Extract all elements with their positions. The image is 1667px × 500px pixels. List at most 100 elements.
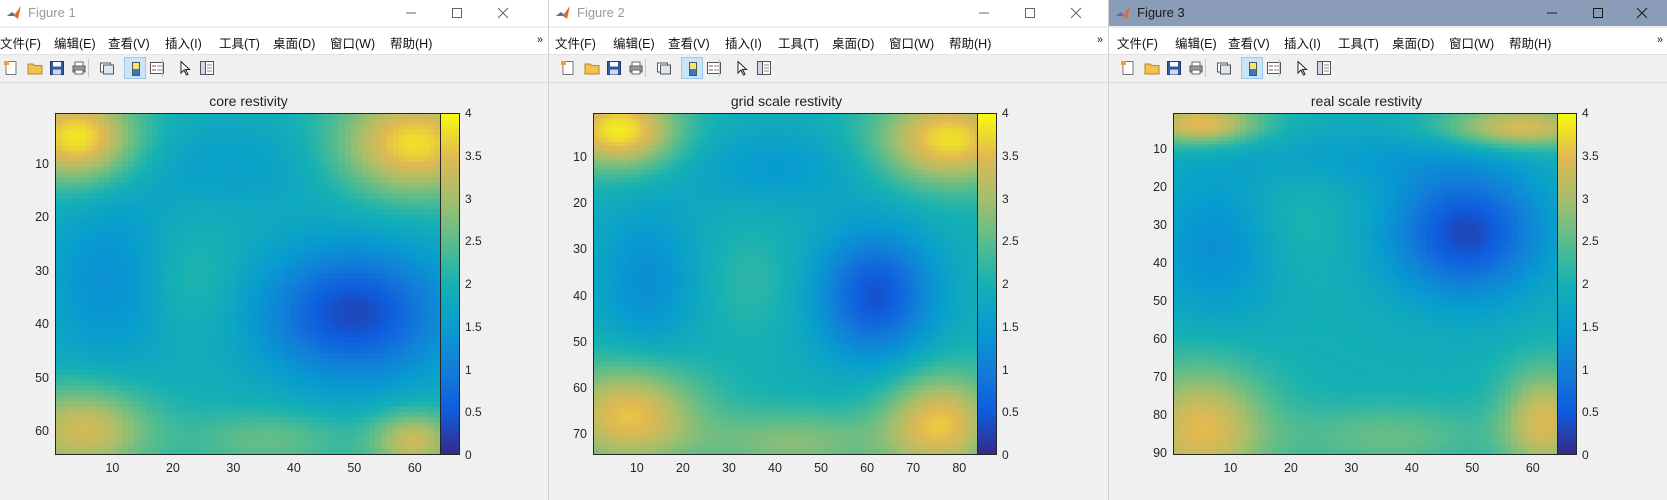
heatmap-cell bbox=[218, 129, 226, 136]
menu-insert[interactable]: 插入(I) bbox=[725, 37, 762, 51]
heatmap-cell bbox=[690, 123, 696, 129]
insert-legend-button[interactable] bbox=[146, 57, 168, 79]
heatmap-cell bbox=[836, 118, 843, 124]
heatmap-cell bbox=[639, 146, 646, 152]
heatmap-cell bbox=[386, 236, 394, 243]
heatmap-cell bbox=[128, 193, 135, 200]
close-button[interactable] bbox=[480, 0, 526, 26]
heatmap-cell bbox=[164, 299, 171, 306]
menu-edit[interactable]: 编辑(E) bbox=[613, 37, 655, 51]
print-button[interactable] bbox=[68, 57, 90, 79]
menu-help[interactable]: 帮助(H) bbox=[949, 37, 992, 51]
heatmap-cell bbox=[422, 156, 430, 163]
menu-tools[interactable]: 工具(T) bbox=[778, 37, 819, 51]
heatmap-cell bbox=[242, 369, 250, 375]
heatmap-cell bbox=[626, 146, 632, 152]
heatmap-cell bbox=[218, 342, 226, 349]
heatmap-cell bbox=[188, 315, 195, 322]
heatmap-cell bbox=[772, 150, 778, 156]
property-inspector-button[interactable] bbox=[196, 57, 218, 79]
menu-window[interactable]: 窗口(W) bbox=[330, 37, 376, 51]
figure-window-1[interactable]: Figure 1 文件(F) 编辑(E) 查看(V) 插入(I) 工具(T) 桌… bbox=[0, 0, 548, 500]
title-bar[interactable]: Figure 2 bbox=[549, 0, 1108, 26]
menu-edit[interactable]: 编辑(E) bbox=[54, 37, 96, 51]
heatmap-cell bbox=[326, 299, 334, 306]
heatmap-cell bbox=[910, 123, 916, 129]
heatmap-cell bbox=[254, 342, 262, 349]
menu-view[interactable]: 查看(V) bbox=[108, 37, 150, 51]
heatmap-cell bbox=[350, 209, 358, 216]
insert-colorbar-button[interactable] bbox=[124, 57, 146, 79]
colorbar[interactable] bbox=[440, 113, 460, 455]
menu-desktop[interactable]: 桌面(D) bbox=[832, 37, 875, 51]
heatmap-plot[interactable] bbox=[593, 113, 980, 455]
heatmap-cell bbox=[422, 353, 430, 359]
heatmap-cell bbox=[338, 321, 346, 328]
save-button[interactable] bbox=[603, 57, 625, 79]
menu-insert[interactable]: 插入(I) bbox=[165, 37, 202, 51]
save-button[interactable] bbox=[46, 57, 68, 79]
heatmap-cell bbox=[344, 204, 352, 211]
minimize-button[interactable] bbox=[388, 0, 434, 26]
heatmap-plot[interactable] bbox=[55, 113, 442, 455]
insert-legend-button[interactable] bbox=[703, 57, 725, 79]
link-plot-button[interactable] bbox=[653, 57, 675, 79]
heatmap-cell bbox=[410, 342, 418, 349]
heatmap-cell bbox=[68, 257, 75, 264]
heatmap-cell bbox=[56, 214, 63, 221]
figure-window-2[interactable]: Figure 2 文件(F) 编辑(E) 查看(V) 插入(I) 工具(T) 桌… bbox=[548, 0, 1108, 500]
link-plot-button[interactable] bbox=[96, 57, 118, 79]
heatmap-cell bbox=[290, 252, 298, 259]
print-button[interactable] bbox=[625, 57, 647, 79]
open-file-button[interactable] bbox=[581, 57, 603, 79]
menu-tools[interactable]: 工具(T) bbox=[219, 37, 260, 51]
heatmap-cell bbox=[92, 438, 99, 444]
menu-desktop[interactable]: 桌面(D) bbox=[273, 37, 316, 51]
edit-plot-button[interactable] bbox=[174, 57, 196, 79]
heatmap-cell bbox=[242, 342, 250, 349]
heatmap-cell bbox=[428, 342, 436, 349]
insert-colorbar-button[interactable] bbox=[681, 57, 703, 79]
heatmap-cell bbox=[386, 305, 394, 312]
heatmap-cell bbox=[260, 337, 268, 344]
close-button[interactable] bbox=[1053, 0, 1099, 26]
heatmap-cell bbox=[116, 214, 123, 221]
heatmap-cell bbox=[182, 268, 189, 274]
menu-file[interactable]: 文件(F) bbox=[0, 37, 41, 51]
menu-window[interactable]: 窗口(W) bbox=[889, 37, 935, 51]
heatmap-cell bbox=[158, 183, 165, 189]
menu-file[interactable]: 文件(F) bbox=[555, 37, 596, 51]
heatmap-cell bbox=[302, 252, 310, 259]
heatmap-cell bbox=[92, 241, 99, 248]
heatmap-cell bbox=[708, 118, 714, 124]
heatmap-cell bbox=[649, 146, 655, 152]
menu-view[interactable]: 查看(V) bbox=[668, 37, 710, 51]
heatmap-cell bbox=[386, 124, 394, 131]
heatmap-cell bbox=[814, 127, 820, 133]
menu-overflow-icon[interactable]: » bbox=[537, 34, 544, 46]
heatmap-cell bbox=[320, 374, 328, 381]
menu-help[interactable]: 帮助(H) bbox=[390, 37, 433, 51]
heatmap-cell bbox=[630, 114, 636, 120]
minimize-button[interactable] bbox=[961, 0, 1007, 26]
heatmap-cell bbox=[122, 432, 129, 439]
title-bar[interactable]: Figure 1 bbox=[0, 0, 548, 26]
heatmap-cell bbox=[218, 358, 226, 365]
heatmap-cell bbox=[356, 342, 364, 349]
heatmap-cell bbox=[754, 123, 760, 129]
maximize-button[interactable] bbox=[434, 0, 480, 26]
heatmap-cell bbox=[410, 411, 418, 418]
open-file-button[interactable] bbox=[24, 57, 46, 79]
heatmap-cell bbox=[362, 124, 370, 131]
edit-plot-button[interactable] bbox=[731, 57, 753, 79]
heatmap-cell bbox=[326, 443, 334, 450]
heatmap-cell bbox=[170, 337, 177, 344]
heatmap-cell bbox=[296, 241, 304, 248]
menu-overflow-icon[interactable]: » bbox=[1097, 34, 1104, 46]
maximize-button[interactable] bbox=[1007, 0, 1053, 26]
heatmap-cell bbox=[212, 214, 220, 221]
heatmap-cell bbox=[74, 193, 81, 200]
new-figure-button[interactable] bbox=[0, 57, 22, 79]
new-figure-button[interactable] bbox=[557, 57, 579, 79]
property-inspector-button[interactable] bbox=[753, 57, 775, 79]
